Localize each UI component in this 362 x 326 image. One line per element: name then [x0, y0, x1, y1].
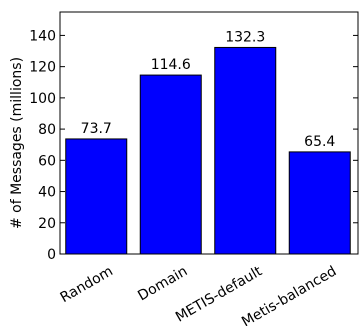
value-labels: 73.7 114.6 132.3 65.4: [81, 29, 336, 149]
bar-random: [65, 138, 128, 255]
x-tick-label: Random: [58, 263, 116, 306]
data-label: 65.4: [304, 134, 335, 150]
data-label: 132.3: [225, 29, 265, 45]
y-tick-label: 120: [29, 60, 56, 76]
y-tick-label: 0: [47, 247, 56, 263]
data-label: 73.7: [81, 121, 112, 137]
y-tick-label: 20: [38, 216, 56, 232]
y-tick-label: 40: [38, 185, 56, 201]
bar-metis-default: [214, 46, 277, 255]
data-label: 114.6: [151, 57, 191, 73]
y-tick-label: 100: [29, 91, 56, 107]
y-axis-label: # of Messages (millions): [9, 57, 25, 229]
bar-metis-balanced: [288, 151, 351, 255]
bar-domain: [139, 74, 202, 255]
y-axis-ticks: 0 20 40 60 80 100 120 140: [29, 28, 358, 263]
y-tick-label: 140: [29, 28, 56, 44]
plot-frame: [59, 11, 359, 255]
y-tick-label: 80: [38, 122, 56, 138]
x-tick-label: Domain: [135, 263, 190, 304]
y-tick-label: 60: [38, 153, 56, 169]
bars: [65, 46, 351, 255]
